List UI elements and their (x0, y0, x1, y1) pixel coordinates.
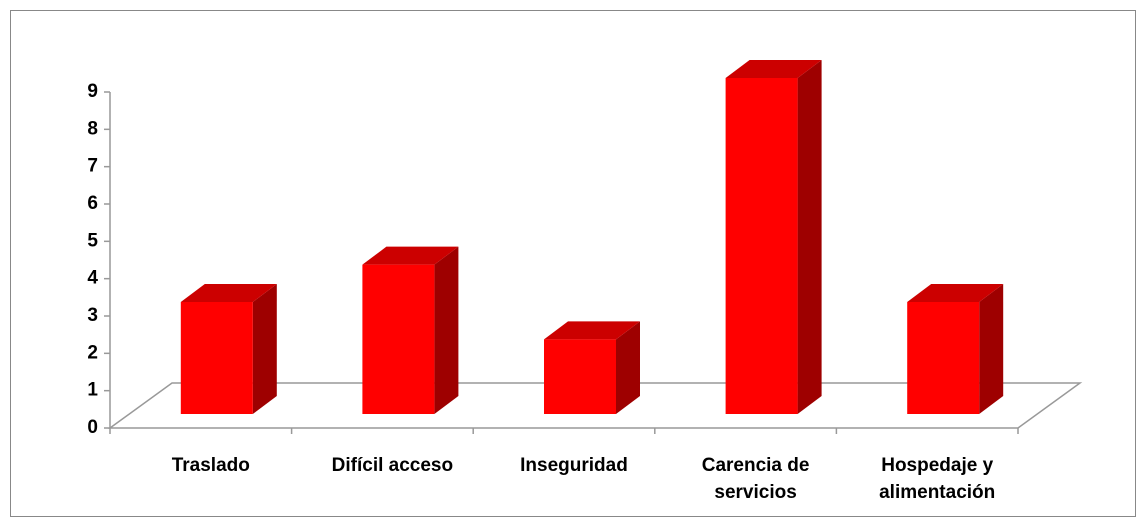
bar-side (434, 246, 459, 414)
x-tick-label: Carencia de servicios (701, 455, 810, 503)
bar (544, 321, 640, 414)
bar-front (544, 339, 616, 414)
bar-front (907, 302, 980, 414)
bar-front (362, 264, 435, 414)
y-tick-label: 6 (87, 193, 98, 214)
x-tick-label: Traslado (171, 455, 250, 476)
x-tick-label: Inseguridad (520, 455, 628, 476)
bar-front (180, 302, 253, 414)
chart-frame (10, 10, 1136, 517)
y-tick-label: 7 (87, 156, 98, 177)
y-tick-label: 4 (87, 268, 98, 289)
bar-side (797, 60, 822, 414)
bar-side (252, 284, 277, 414)
bar-top (907, 284, 1004, 302)
bar-top (725, 60, 822, 78)
y-tick-label: 0 (87, 417, 98, 438)
bar-top (544, 321, 640, 340)
y-tick-label: 5 (87, 230, 98, 251)
bar-top (362, 246, 459, 265)
y-tick-label: 8 (87, 118, 98, 139)
y-tick-label: 2 (87, 342, 98, 363)
bar-side (616, 321, 640, 414)
bar (907, 284, 1004, 414)
bar-side (979, 284, 1004, 414)
floor (107, 382, 1083, 429)
bar-front (725, 78, 798, 414)
bar (180, 284, 277, 414)
y-tick-label: 1 (87, 380, 98, 401)
y-tick-label: 9 (87, 81, 98, 102)
x-tick-label: Difícil acceso (331, 455, 454, 476)
x-tick-label: Hospedaje y alimentación (879, 455, 996, 503)
bar (362, 246, 459, 414)
y-tick-label: 3 (87, 305, 98, 326)
bar-top (180, 284, 277, 302)
bar (725, 60, 822, 414)
